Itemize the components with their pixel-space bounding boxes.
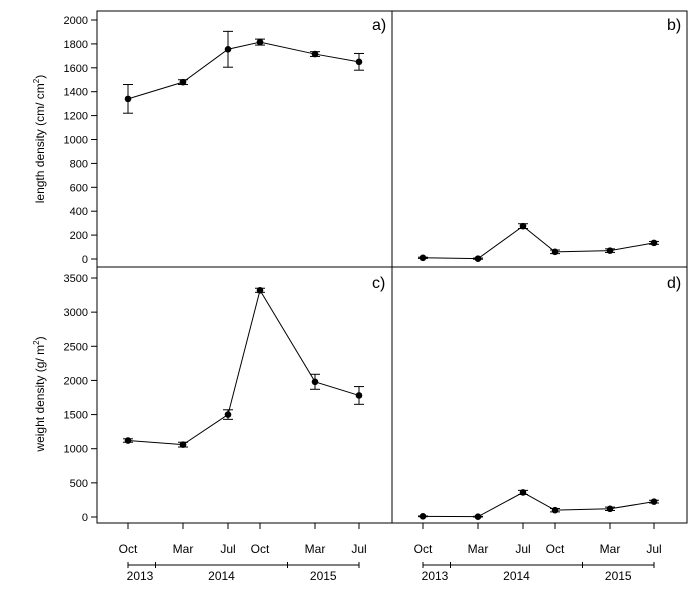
y-axis-top: 0 200 400 600 800 1000 1200 1400 1600 1800 2000 [64, 15, 97, 266]
y-tick-label: 2500 [64, 341, 88, 353]
data-point [650, 239, 658, 247]
series-c [123, 286, 364, 448]
series-a [123, 30, 364, 114]
y-tick-label: 500 [70, 478, 88, 490]
x-tick-label: Mar [305, 542, 326, 556]
y-axis-title-length-text: length density (cm/ cm [33, 83, 47, 203]
year-label: 2013 [422, 569, 449, 583]
x-tick-label: Oct [546, 542, 565, 556]
y-axis-bottom: 0 500 1000 1500 2000 2500 3000 3500 [64, 273, 97, 524]
y-axis-title-weight-text: weight density (g/ m [33, 345, 47, 453]
y-tick-label: 1800 [64, 39, 88, 51]
plot-frame [96, 10, 688, 524]
x-tick-label: Oct [251, 542, 270, 556]
x-tick-label: Mar [173, 542, 194, 556]
series-b [418, 222, 659, 262]
series-line [127, 289, 360, 446]
x-tick-label: Jul [646, 542, 661, 556]
x-tick-label: Oct [414, 542, 433, 556]
year-label: 2015 [310, 569, 337, 583]
data-point [224, 411, 232, 418]
y-axis-title-weight-superscript: 2 [32, 340, 41, 345]
y-tick-label: 1000 [64, 135, 88, 147]
series-line [422, 491, 655, 518]
panel-label-b: b) [667, 17, 681, 34]
data-point [256, 286, 264, 294]
y-tick-label: 2000 [64, 15, 88, 27]
y-axis-title-weight-end: ) [33, 336, 47, 340]
x-axis-right: Oct Mar Jul Oct Mar Jul 2013 2014 2015 [414, 523, 662, 583]
data-point [224, 45, 232, 53]
y-tick-label: 200 [70, 230, 88, 242]
data-point [419, 513, 427, 520]
data-point [474, 255, 482, 262]
y-tick-label: 1000 [64, 444, 88, 456]
data-point [519, 489, 527, 496]
x-tick-label: Jul [515, 542, 530, 556]
y-tick-label: 1400 [64, 87, 88, 99]
x-tick-label: Mar [600, 542, 621, 556]
data-point [256, 38, 264, 46]
y-tick-label: 2000 [64, 375, 88, 387]
data-point [606, 247, 614, 254]
y-tick-label: 3500 [64, 273, 88, 285]
y-tick-label: 0 [82, 254, 88, 266]
data-point [311, 50, 319, 58]
data-point [519, 222, 527, 230]
data-point [474, 513, 482, 520]
y-tick-label: 400 [70, 206, 88, 218]
panel-label-c: c) [372, 275, 385, 292]
y-axis-title-weight: weight density (g/ m2) [32, 336, 47, 452]
data-point [551, 248, 559, 256]
series-line [422, 225, 655, 260]
data-point [606, 505, 614, 513]
x-axis-left: Oct Mar Jul Oct Mar Jul 2013 2014 2015 [119, 523, 367, 583]
panel-label-d: d) [667, 275, 681, 292]
data-point [355, 392, 363, 399]
panel-label-a: a) [372, 17, 386, 34]
year-label: 2015 [605, 569, 632, 583]
y-axis-title-length: length density (cm/ cm2) [32, 75, 47, 204]
x-tick-label: Jul [220, 542, 235, 556]
y-tick-label: 1500 [64, 410, 88, 422]
y-tick-label: 3000 [64, 307, 88, 319]
y-tick-label: 800 [70, 158, 88, 170]
year-label: 2014 [503, 569, 530, 583]
data-point [419, 254, 427, 262]
y-axis-title-length-superscript: 2 [32, 78, 41, 83]
y-tick-label: 1600 [64, 63, 88, 75]
data-point [179, 441, 187, 448]
series-d [418, 489, 659, 520]
data-point [124, 437, 132, 444]
x-tick-label: Mar [468, 542, 489, 556]
y-axis-title-length-end: ) [33, 75, 47, 79]
year-label: 2013 [127, 569, 154, 583]
series-line [127, 41, 360, 100]
year-label: 2014 [208, 569, 235, 583]
data-point [124, 95, 132, 103]
data-point [179, 78, 187, 86]
data-point [650, 498, 658, 505]
data-point [355, 58, 363, 66]
data-point [551, 506, 559, 514]
y-tick-label: 0 [82, 512, 88, 524]
x-tick-label: Jul [351, 542, 366, 556]
x-tick-label: Oct [119, 542, 138, 556]
data-point [311, 378, 319, 386]
y-tick-label: 600 [70, 182, 88, 194]
y-tick-label: 1200 [64, 111, 88, 123]
